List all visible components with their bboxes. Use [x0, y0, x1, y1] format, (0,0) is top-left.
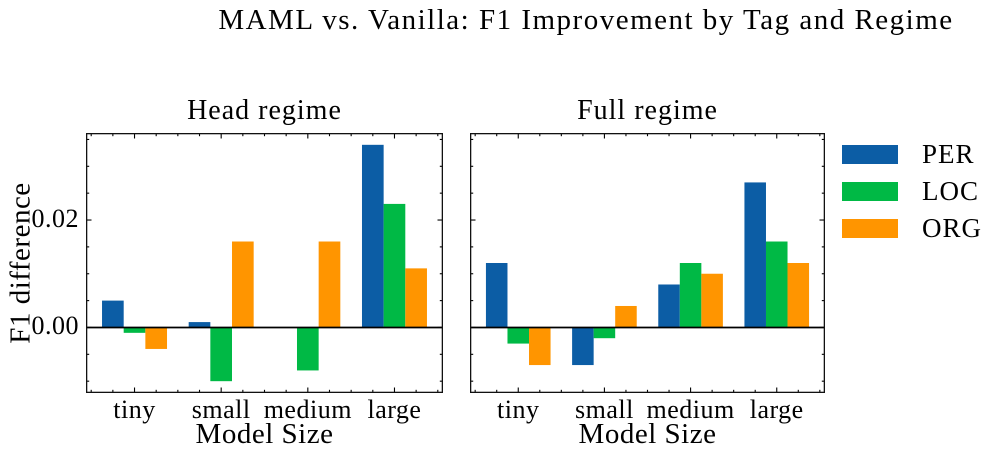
bar-loc-tiny [123, 327, 146, 333]
x-tick-label-large: large [749, 395, 804, 424]
bar-per-tiny [102, 300, 124, 328]
x-axis-label-head: Model Size [195, 418, 334, 450]
legend-swatch-per [842, 144, 898, 164]
bar-loc-large [383, 203, 406, 328]
y-tick-label-0.00: 0.00 [31, 311, 79, 341]
bar-loc-large [765, 241, 788, 328]
bar-org-medium [701, 273, 723, 328]
subplot-head-regime: Head regime [86, 95, 443, 393]
legend-label-per: PER [922, 139, 975, 169]
bar-per-tiny [485, 263, 508, 328]
axes-spines [86, 133, 443, 393]
legend-entry-org: ORG [842, 213, 983, 243]
bar-org-large [787, 263, 810, 328]
bar-loc-medium [296, 327, 319, 371]
x-tick-label-small: small [574, 395, 634, 424]
subplot-title-full: Full regime [577, 95, 718, 126]
bar-per-large [361, 144, 384, 328]
y-tick-label-0.02: 0.02 [31, 203, 79, 233]
x-tick-label-medium: medium [646, 395, 735, 424]
bar-loc-small [210, 327, 232, 382]
subplot-title-head: Head regime [187, 95, 342, 126]
bar-org-medium [318, 241, 341, 328]
bar-org-small [615, 305, 637, 328]
legend-label-loc: LOC [922, 176, 979, 206]
bar-loc-medium [679, 263, 702, 328]
plot-area-full [470, 133, 825, 393]
subplot-full-regime: Full regime [470, 95, 825, 393]
legend-entry-per: PER [842, 139, 982, 169]
x-tick-label-tiny: tiny [113, 395, 156, 424]
bar-org-tiny [529, 327, 551, 366]
plot-area-head [86, 133, 443, 393]
legend-swatch-loc [842, 181, 898, 201]
axes-spines [470, 133, 825, 393]
x-tick-label-tiny: tiny [497, 395, 540, 424]
bar-per-medium [658, 284, 680, 328]
x-tick-label-small: small [191, 395, 251, 424]
bar-per-small [572, 327, 594, 366]
bar-loc-tiny [507, 327, 530, 344]
chart-title: MAML vs. Vanilla: F1 Improvement by Tag … [218, 4, 954, 36]
bar-loc-small [593, 327, 616, 339]
legend-label-org: ORG [922, 213, 983, 243]
x-tick-label-medium: medium [263, 395, 352, 424]
bar-org-tiny [145, 327, 168, 349]
x-axis-label-full: Model Size [578, 418, 717, 450]
bar-org-small [232, 241, 254, 328]
bar-per-large [744, 182, 766, 328]
bar-per-small [188, 322, 211, 328]
x-tick-label-large: large [367, 395, 422, 424]
legend: PER LOC ORG [842, 139, 983, 254]
legend-entry-loc: LOC [842, 176, 982, 206]
bar-org-large [405, 268, 427, 328]
legend-swatch-org [842, 218, 898, 238]
